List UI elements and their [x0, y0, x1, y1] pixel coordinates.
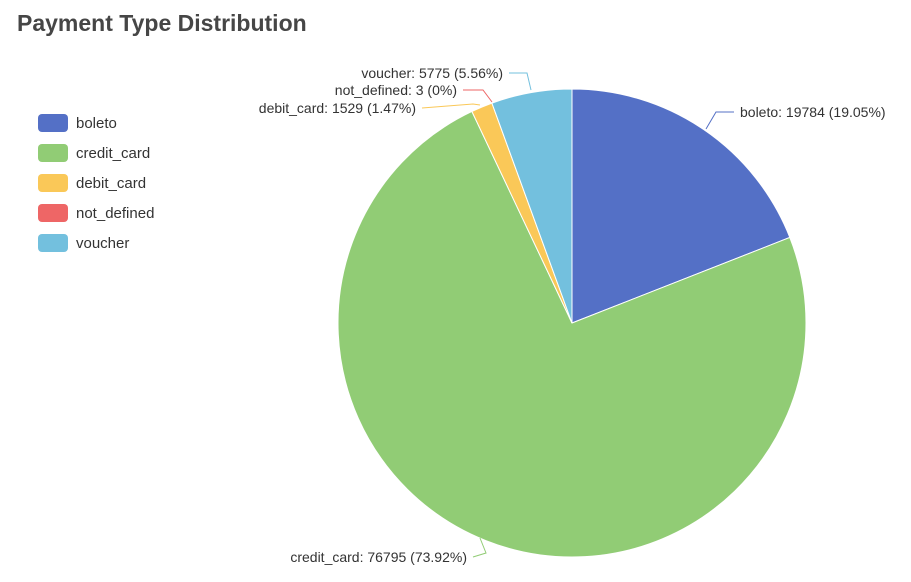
legend-swatch-voucher: [38, 234, 68, 252]
legend-label-debit-card: debit_card: [76, 174, 147, 192]
legend-swatch-not-defined: [38, 204, 68, 222]
legend-item-not-defined[interactable]: not_defined: [38, 198, 154, 228]
slice-label-voucher: voucher: 5775 (5.56%): [361, 65, 503, 81]
legend-item-voucher[interactable]: voucher: [38, 228, 154, 258]
slice-label-debit-card: debit_card: 1529 (1.47%): [259, 100, 416, 116]
label-line-voucher: [509, 72, 532, 91]
legend-swatch-boleto: [38, 114, 68, 132]
legend-item-credit-card[interactable]: credit_card: [38, 138, 154, 168]
pie-slice-boleto[interactable]: [571, 88, 791, 324]
legend-swatch-debit-card: [38, 174, 68, 192]
legend-swatch-credit-card: [38, 144, 68, 162]
pie-slice-credit-card[interactable]: [337, 110, 807, 558]
legend: boleto credit_card debit_card not_define…: [38, 108, 154, 258]
legend-item-boleto[interactable]: boleto: [38, 108, 154, 138]
label-line-not-defined: [463, 89, 493, 103]
label-line-credit-card: [472, 537, 487, 558]
legend-item-debit-card[interactable]: debit_card: [38, 168, 154, 198]
pie-slice-voucher[interactable]: [491, 88, 573, 324]
slice-label-boleto: boleto: 19784 (19.05%): [740, 104, 886, 120]
legend-label-not-defined: not_defined: [76, 204, 155, 222]
label-line-debit-card: [421, 103, 481, 109]
slice-label-not-defined: not_defined: 3 (0%): [335, 82, 457, 98]
legend-label-voucher: voucher: [76, 234, 130, 252]
chart-title: Payment Type Distribution: [17, 10, 307, 36]
slice-label-credit-card: credit_card: 76795 (73.92%): [290, 549, 467, 565]
legend-label-boleto: boleto: [76, 114, 117, 132]
label-line-boleto: [705, 111, 734, 130]
legend-label-credit-card: credit_card: [76, 144, 151, 162]
